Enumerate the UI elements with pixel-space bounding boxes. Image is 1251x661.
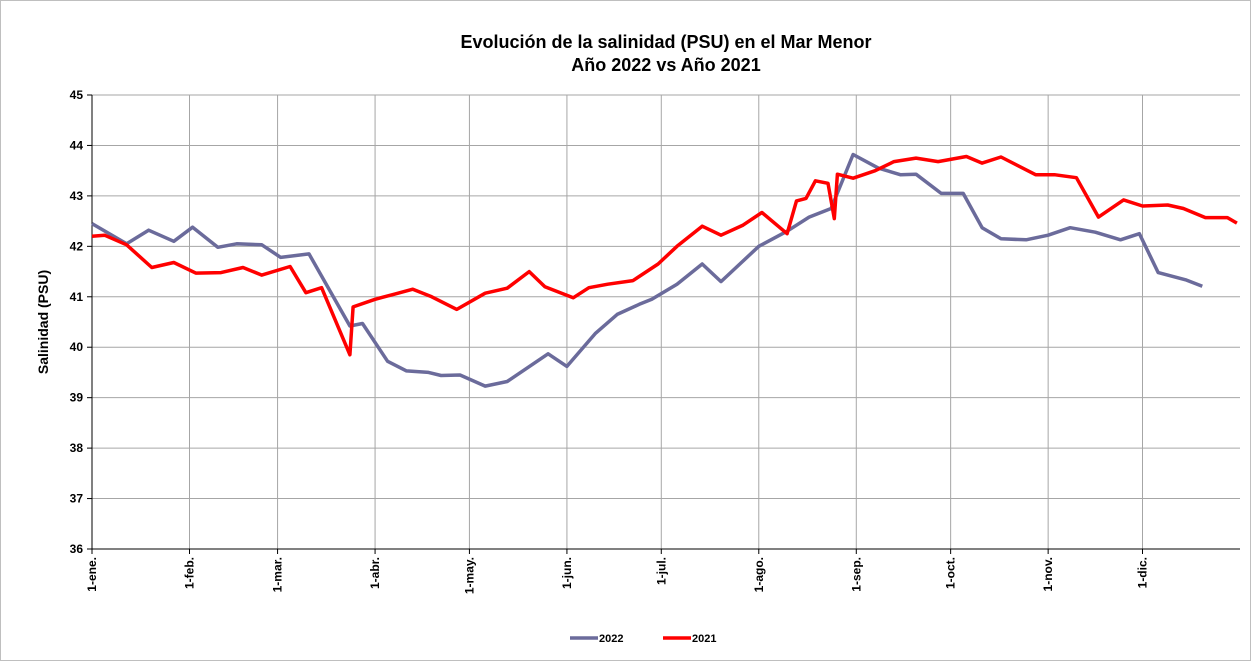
legend-label: 2022 [599, 633, 623, 645]
y-tick-label: 40 [70, 340, 84, 354]
x-tick-label: 1-may. [462, 557, 476, 594]
x-tick-label: 1-nov. [1041, 557, 1055, 591]
data-line [91, 154, 1238, 357]
y-tick-label: 45 [70, 88, 84, 102]
data-line [91, 152, 1203, 388]
x-tick-label: 1-dic. [1135, 557, 1149, 588]
x-tick-label: 1-oct. [944, 557, 958, 589]
x-tick-label: 1-sep. [849, 557, 863, 592]
y-axis-label: Salinidad (PSU) [35, 270, 51, 374]
y-tick-label: 43 [70, 189, 84, 203]
x-tick-label: 1-jun. [560, 557, 574, 589]
x-tick-label: 1-ago. [752, 557, 766, 592]
y-tick-label: 42 [70, 239, 84, 253]
y-tick-label: 39 [70, 391, 84, 405]
x-tick-label: 1-ene. [85, 557, 99, 592]
chart-subtitle: Año 2022 vs Año 2021 [571, 55, 760, 75]
legend-label: 2021 [692, 633, 716, 645]
x-tick-label: 1-mar. [271, 557, 285, 592]
x-tick-label: 1-abr. [368, 557, 382, 589]
y-tick-label: 38 [70, 441, 84, 455]
y-tick-label: 37 [70, 492, 84, 506]
chart-title: Evolución de la salinidad (PSU) en el Ma… [460, 32, 871, 52]
y-tick-label: 36 [70, 542, 84, 556]
x-tick-label: 1-jul. [654, 557, 668, 585]
x-tick-label: 1-feb. [183, 557, 197, 589]
y-tick-label: 41 [70, 290, 84, 304]
y-tick-label: 44 [70, 138, 84, 152]
